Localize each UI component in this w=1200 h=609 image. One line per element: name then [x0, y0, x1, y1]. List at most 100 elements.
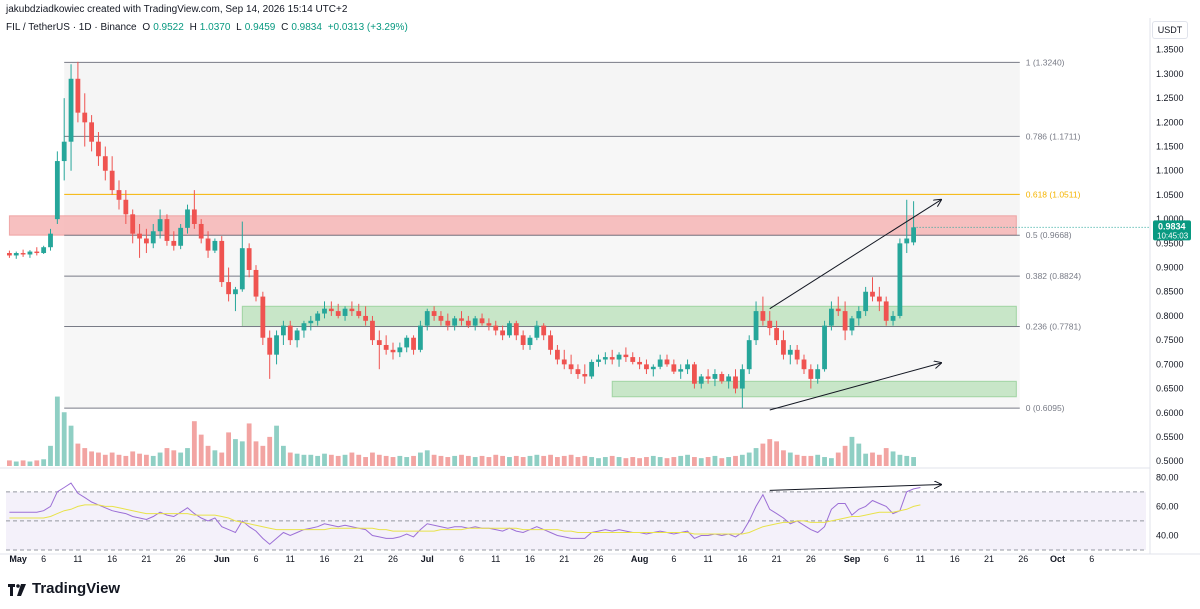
- candle[interactable]: [678, 364, 684, 379]
- candle[interactable]: [876, 286, 882, 312]
- candle[interactable]: [541, 323, 547, 341]
- candle[interactable]: [34, 247, 40, 256]
- candle[interactable]: [739, 364, 745, 408]
- candle[interactable]: [239, 221, 245, 292]
- candle[interactable]: [328, 301, 334, 316]
- candle[interactable]: [781, 330, 786, 360]
- candle[interactable]: [794, 344, 800, 365]
- candle[interactable]: [418, 320, 423, 353]
- candle[interactable]: [20, 249, 26, 257]
- candle[interactable]: [102, 146, 108, 181]
- candle[interactable]: [589, 359, 595, 379]
- candle[interactable]: [582, 364, 588, 384]
- candle[interactable]: [335, 303, 341, 319]
- candle[interactable]: [623, 347, 629, 362]
- candle[interactable]: [164, 214, 170, 246]
- candle[interactable]: [712, 369, 718, 387]
- candle[interactable]: [465, 315, 471, 329]
- candle[interactable]: [445, 313, 451, 331]
- candle[interactable]: [568, 354, 574, 375]
- candle[interactable]: [390, 342, 396, 360]
- candle[interactable]: [301, 320, 307, 338]
- candle[interactable]: [897, 238, 903, 319]
- candle[interactable]: [479, 313, 485, 326]
- candle[interactable]: [438, 311, 444, 326]
- candle[interactable]: [856, 306, 862, 326]
- candle[interactable]: [82, 93, 88, 147]
- candle[interactable]: [150, 223, 156, 249]
- candle[interactable]: [41, 245, 47, 254]
- candle[interactable]: [685, 359, 690, 375]
- candle[interactable]: [513, 320, 519, 341]
- candle[interactable]: [349, 301, 355, 316]
- candle[interactable]: [322, 301, 327, 319]
- candle[interactable]: [657, 354, 663, 370]
- candle[interactable]: [191, 190, 197, 229]
- candle[interactable]: [534, 320, 540, 341]
- candle[interactable]: [733, 369, 738, 394]
- candle[interactable]: [698, 374, 704, 389]
- candle[interactable]: [527, 335, 533, 350]
- candle[interactable]: [404, 335, 410, 353]
- candle[interactable]: [863, 286, 869, 316]
- candle[interactable]: [561, 349, 567, 370]
- candle[interactable]: [904, 199, 910, 254]
- candle[interactable]: [774, 320, 779, 345]
- currency-button[interactable]: USDT: [1152, 21, 1188, 39]
- candle[interactable]: [356, 303, 362, 319]
- candle[interactable]: [185, 204, 190, 234]
- candle[interactable]: [233, 286, 238, 312]
- candle[interactable]: [555, 344, 560, 365]
- candle[interactable]: [315, 311, 321, 326]
- candle[interactable]: [376, 330, 382, 370]
- candle[interactable]: [883, 296, 889, 326]
- candle[interactable]: [500, 325, 505, 341]
- candle[interactable]: [548, 330, 553, 355]
- candle[interactable]: [137, 223, 142, 258]
- candle[interactable]: [575, 364, 581, 379]
- candle[interactable]: [219, 236, 225, 287]
- candle[interactable]: [472, 315, 478, 331]
- candle[interactable]: [815, 364, 821, 384]
- candle[interactable]: [75, 61, 81, 123]
- candle[interactable]: [596, 354, 601, 367]
- candle[interactable]: [602, 352, 608, 365]
- candle[interactable]: [753, 301, 759, 345]
- candle[interactable]: [61, 98, 67, 181]
- candle[interactable]: [822, 320, 827, 372]
- candle[interactable]: [664, 354, 670, 367]
- candle[interactable]: [911, 201, 916, 246]
- candle[interactable]: [198, 219, 204, 244]
- candle[interactable]: [644, 359, 649, 375]
- candle[interactable]: [342, 306, 348, 321]
- candle[interactable]: [96, 132, 101, 166]
- candle[interactable]: [746, 335, 752, 375]
- candle[interactable]: [609, 349, 615, 365]
- candle[interactable]: [246, 243, 252, 278]
- candle[interactable]: [849, 315, 855, 336]
- candle[interactable]: [253, 265, 259, 302]
- candle[interactable]: [212, 238, 218, 254]
- candle[interactable]: [801, 354, 807, 375]
- candle[interactable]: [459, 311, 464, 326]
- candle[interactable]: [452, 315, 458, 331]
- candle[interactable]: [281, 320, 286, 345]
- candle[interactable]: [507, 320, 512, 338]
- candle[interactable]: [383, 335, 389, 355]
- candle[interactable]: [171, 231, 177, 251]
- candle[interactable]: [829, 301, 834, 331]
- candle[interactable]: [260, 291, 266, 345]
- candle[interactable]: [616, 352, 622, 367]
- candle[interactable]: [13, 251, 19, 259]
- candle[interactable]: [157, 209, 163, 239]
- candle[interactable]: [294, 328, 300, 348]
- candle[interactable]: [116, 180, 122, 210]
- candle[interactable]: [842, 301, 848, 341]
- candle[interactable]: [48, 228, 53, 251]
- candle[interactable]: [308, 315, 314, 331]
- candle[interactable]: [123, 190, 129, 224]
- candle[interactable]: [411, 335, 416, 355]
- candle[interactable]: [760, 296, 766, 326]
- candle[interactable]: [692, 361, 697, 389]
- candle[interactable]: [705, 369, 711, 384]
